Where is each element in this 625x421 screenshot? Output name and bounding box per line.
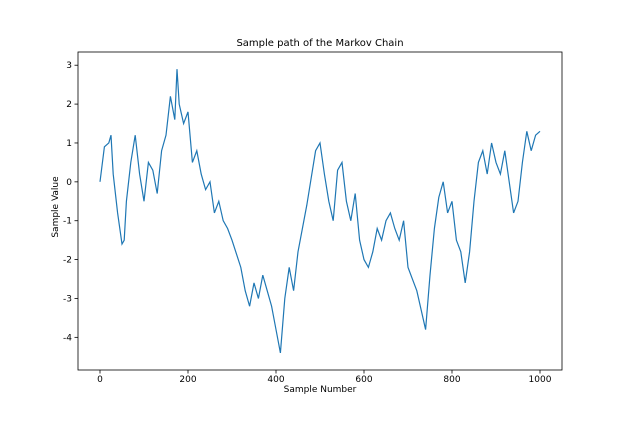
y-tick-label: 2 [66,100,72,110]
y-tick-label: -1 [63,217,72,227]
x-tick-label: 600 [355,375,372,385]
y-tick-label: -2 [63,256,72,266]
line [99,69,541,354]
chart-title: Sample path of the Markov Chain [236,38,403,49]
x-tick-label: 200 [179,375,196,385]
y-tick-label: -4 [63,333,72,343]
plot-frame [77,51,563,371]
y-tick-label: 0 [66,178,72,188]
y-axis-label: Sample Value [51,176,61,238]
x-tick-label: 400 [267,375,284,385]
y-tick-label: 1 [66,139,72,149]
y-tick-label: -3 [63,294,72,304]
x-tick-label: 1000 [529,375,552,385]
y-tick-label: 3 [66,61,72,71]
x-tick-label: 0 [97,375,103,385]
x-axis-label: Sample Number [284,385,357,395]
x-tick-label: 800 [443,375,460,385]
